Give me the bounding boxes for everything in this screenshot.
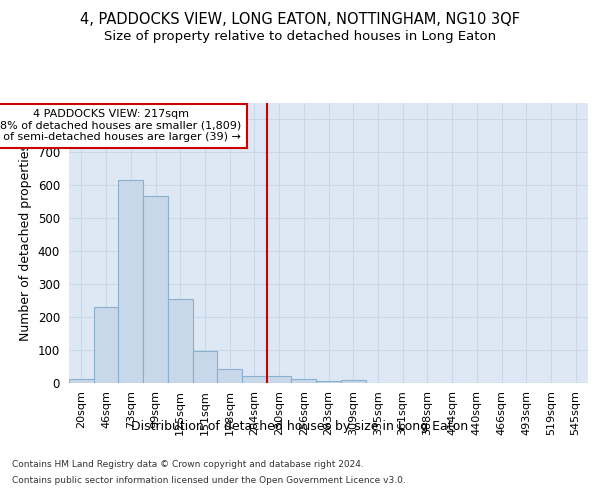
Bar	[316, 381, 341, 382]
Bar	[94, 308, 118, 382]
Bar	[292, 379, 316, 382]
Text: Contains public sector information licensed under the Open Government Licence v3: Contains public sector information licen…	[12, 476, 406, 485]
Bar	[168, 298, 193, 382]
Text: Distribution of detached houses by size in Long Eaton: Distribution of detached houses by size …	[131, 420, 469, 433]
Text: 4 PADDOCKS VIEW: 217sqm
← 98% of detached houses are smaller (1,809)
2% of semi-: 4 PADDOCKS VIEW: 217sqm ← 98% of detache…	[0, 109, 242, 142]
Bar	[217, 368, 242, 382]
Bar	[143, 196, 168, 382]
Y-axis label: Number of detached properties: Number of detached properties	[19, 144, 32, 341]
Bar	[69, 379, 94, 382]
Bar	[267, 376, 292, 382]
Bar	[242, 376, 267, 382]
Text: Size of property relative to detached houses in Long Eaton: Size of property relative to detached ho…	[104, 30, 496, 43]
Text: Contains HM Land Registry data © Crown copyright and database right 2024.: Contains HM Land Registry data © Crown c…	[12, 460, 364, 469]
Text: 4, PADDOCKS VIEW, LONG EATON, NOTTINGHAM, NG10 3QF: 4, PADDOCKS VIEW, LONG EATON, NOTTINGHAM…	[80, 12, 520, 28]
Bar	[118, 180, 143, 382]
Bar	[341, 380, 365, 382]
Bar	[193, 351, 217, 382]
